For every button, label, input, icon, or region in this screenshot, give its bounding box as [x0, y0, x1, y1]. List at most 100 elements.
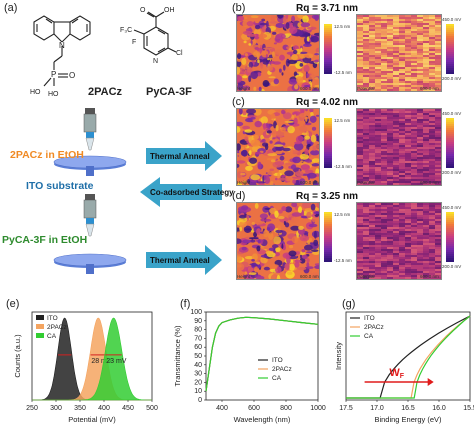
y-tick-label: 70 — [194, 335, 202, 342]
y-tick-label: 40 — [194, 362, 202, 369]
legend-label: CA — [364, 333, 374, 340]
fwhm-annotation: 23 mV — [106, 358, 127, 365]
legend-label: 2PACz — [364, 324, 384, 331]
potential-map-b — [356, 14, 442, 92]
wf-arrow-head — [427, 378, 434, 386]
panel-label-a: (a) — [4, 2, 18, 14]
potential-label: Potential — [357, 274, 375, 279]
line-ca — [205, 316, 319, 392]
line-ito — [205, 316, 319, 392]
legend-swatch — [36, 324, 44, 329]
potential-colorbar-b — [446, 24, 454, 74]
legend-label: ITO — [47, 315, 58, 322]
height-colorbar-b — [324, 24, 332, 74]
height-map-d — [236, 202, 320, 280]
thermal-anneal-text-2: Thermal Anneal — [150, 256, 210, 265]
scale-label: 600.0 nm — [420, 274, 439, 279]
pyca-name: PyCA-3F — [146, 86, 192, 98]
potential-min-label: 200.0 mV — [442, 76, 462, 81]
x-tick-label: 350 — [74, 405, 86, 412]
fwhm-annotation: 28 mV — [91, 358, 112, 365]
pacz-o-atom: O — [69, 71, 75, 80]
step-pacz-in-etoh: 2PACz in EtOH — [10, 149, 84, 161]
pacz-n-atom: N — [59, 41, 65, 50]
ups-line-ito — [346, 315, 471, 399]
pyca-o-atom: O — [140, 7, 146, 14]
pyca-f-atom: F — [132, 39, 136, 46]
legend-label: CA — [47, 333, 57, 340]
rq-value-c: Rq = 4.02 nm — [296, 97, 358, 108]
histogram-ca — [32, 317, 152, 401]
height-colorbar-c — [324, 118, 332, 168]
legend-label: ITO — [272, 357, 283, 364]
scale-label: 600.0 nm — [420, 86, 439, 91]
scale-label: 600.0 nm — [420, 180, 439, 185]
legend-label: CA — [272, 375, 282, 382]
y-tick-label: 80 — [194, 327, 202, 334]
wf-label: WF — [389, 367, 404, 380]
x-tick-label: 17.0 — [370, 405, 384, 412]
thermal-anneal-arrow-1 — [146, 141, 222, 171]
pyca-cl-atom: Cl — [176, 50, 183, 57]
x-tick-label: 400 — [98, 405, 110, 412]
panel-label-c: (c) — [232, 96, 245, 108]
y-tick-label: 10 — [194, 388, 202, 395]
height-max-label: 12.5 nm — [334, 24, 351, 29]
pacz-structure: N P O HO HO — [30, 15, 91, 98]
potential-min-label: 200.0 mV — [442, 170, 462, 175]
x-tick-label: 16.0 — [432, 405, 446, 412]
rq-value-d: Rq = 3.25 nm — [296, 191, 358, 202]
co-adsorbed-text: Co-adsorbed Strategy — [150, 188, 234, 197]
height-map-b — [236, 14, 320, 92]
panel-label-e: (e) — [6, 298, 20, 310]
y-tick-label: 90 — [194, 318, 202, 325]
height-min-label: -12.5 nm — [334, 164, 352, 169]
plot-frame — [205, 311, 319, 401]
x-axis-label: Wavelength (nm) — [234, 415, 291, 424]
pacz-name: 2PACz — [88, 86, 123, 98]
y-tick-label: 60 — [194, 344, 202, 351]
potential-min-label: 200.0 mV — [442, 264, 462, 269]
x-tick-label: 16.5 — [401, 405, 415, 412]
potential-map-c — [356, 108, 442, 186]
height-max-label: 12.5 nm — [334, 212, 351, 217]
x-tick-label: 17.5 — [339, 405, 353, 412]
y-tick-label: 50 — [194, 353, 202, 360]
x-axis-label: Potential (mV) — [68, 415, 116, 424]
pyca-cf3-atom: F₃C — [120, 27, 132, 34]
line-2pacz — [205, 316, 319, 392]
height-colorbar-d — [324, 212, 332, 262]
panel-label-g: (g) — [342, 298, 356, 310]
panel-label-b: (b) — [232, 2, 246, 14]
co-adsorbed-arrow — [140, 177, 222, 207]
pyca-n-atom: N — [153, 58, 158, 65]
x-tick-label: 15.5 — [463, 405, 474, 412]
thermal-anneal-text-1: Thermal Anneal — [150, 152, 210, 161]
legend-label: 2PACz — [272, 366, 292, 373]
potential-map-d — [356, 202, 442, 280]
scale-label: 600.0 nm — [300, 180, 319, 185]
height-max-label: 12.5 nm — [334, 118, 351, 123]
legend-swatch — [36, 333, 44, 338]
y-axis-label: Counts (a.u.) — [13, 334, 22, 378]
legend-label: ITO — [364, 315, 375, 322]
pyca-oh-atom: OH — [164, 7, 175, 14]
y-tick-label: 30 — [194, 371, 202, 378]
x-tick-label: 300 — [50, 405, 62, 412]
chart-g-ups: WF 17.5 17.0 16.5 16.0 15.5 Binding Energy (eV… — [334, 311, 474, 424]
pipette-icon — [83, 108, 97, 151]
legend-label: 2PACz — [47, 324, 67, 331]
x-tick-label: 250 — [26, 405, 38, 412]
height-label: Height — [237, 180, 251, 185]
x-axis-label: Binding Energy (eV) — [374, 415, 442, 424]
height-label: Height — [237, 274, 251, 279]
step-ito-substrate: ITO substrate — [26, 180, 94, 192]
panel-label-d: (d) — [232, 190, 246, 202]
y-axis-label: Transmittance (%) — [173, 325, 182, 386]
potential-max-label: 450.0 mV — [442, 111, 462, 116]
step-pyca-in-etoh: PyCA-3F in EtOH — [2, 234, 88, 246]
potential-label: Potential — [357, 180, 375, 185]
pipette-icon — [83, 194, 97, 237]
scale-label: 600.0 nm — [300, 86, 319, 91]
